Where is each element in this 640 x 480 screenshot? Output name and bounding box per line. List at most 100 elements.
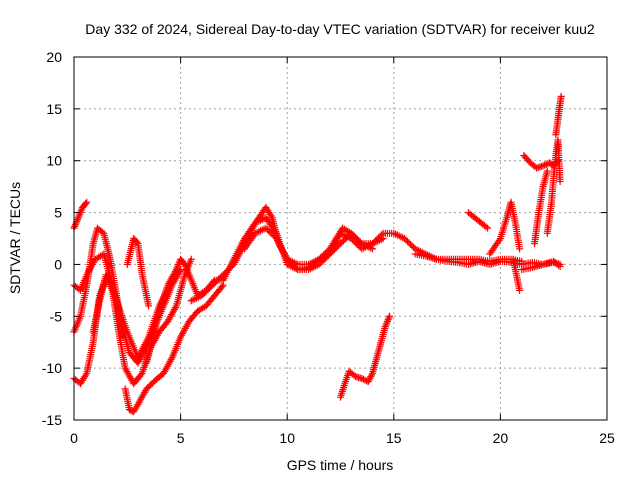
data-points [70,92,565,416]
y-axis-label: SDTVAR / TECUs [7,182,23,294]
data-point [556,263,564,271]
data-point [332,244,340,252]
y-tick-label: 10 [46,153,62,169]
data-point [292,264,300,272]
data-point [202,287,210,295]
series-track-u [337,312,394,401]
x-tick-label: 0 [70,430,78,446]
data-point [343,234,351,242]
plot-frame [73,56,608,421]
data-point [171,267,179,275]
data-point [404,237,412,245]
y-tick-label: -5 [50,308,63,324]
series-track-p [518,257,564,274]
data-point [378,231,386,239]
data-point [539,162,547,170]
x-tick-label: 20 [493,430,509,446]
data-point [347,229,355,237]
data-point [384,316,392,324]
series-track-m [464,209,492,232]
data-point [82,199,90,207]
data-point [289,261,297,269]
series-track-t [552,92,565,139]
data-point [76,210,84,218]
data-point [187,255,195,263]
data-point [212,278,220,286]
data-point [145,302,153,310]
y-tick-label: -10 [42,360,62,376]
data-point [201,289,209,297]
data-point [173,264,181,272]
data-point [213,277,221,285]
data-point [495,236,503,244]
data-point [350,232,358,240]
data-point [77,207,85,215]
data-point [266,229,274,237]
data-point [383,317,391,325]
data-point [288,260,296,268]
data-point [133,238,141,246]
data-point [82,371,90,379]
data-point [74,215,82,223]
data-point [353,235,361,243]
data-point [358,375,366,383]
data-point [172,266,180,274]
data-point [171,304,179,312]
data-point [402,236,410,244]
data-point [283,255,291,263]
series-track-r [531,167,551,248]
data-point [198,292,206,300]
data-point [359,375,367,383]
data-point [269,232,277,240]
data-point [370,238,378,246]
data-point [482,223,490,231]
data-point [407,240,415,248]
x-tick-label: 10 [279,430,295,446]
data-point [382,321,390,329]
data-point [386,312,394,320]
data-point [330,246,338,254]
data-point [174,262,182,270]
series-track-f [121,281,227,416]
x-axis-label: GPS time / hours [287,457,394,473]
data-point [556,177,564,185]
data-point [352,234,360,242]
data-point [375,234,383,242]
data-point [365,376,373,384]
data-point [285,257,293,265]
data-point [367,373,375,381]
data-point [291,263,299,271]
data-point [207,283,215,291]
data-point [337,240,344,248]
data-point [83,198,91,206]
axis-ticks: 0 5 10 15 20 25 -15 -10 -5 0 5 10 15 20 [42,49,615,446]
data-point [210,280,218,288]
data-point [174,260,182,268]
data-point [376,232,384,240]
data-point [366,374,374,382]
data-point [381,323,389,331]
data-point [557,92,565,100]
data-point [262,224,270,232]
data-point [167,356,175,363]
data-point [484,224,492,232]
x-tick-label: 5 [177,430,185,446]
data-point [206,284,214,292]
series-track-k [241,224,376,274]
data-point [326,250,334,258]
data-point [364,378,372,386]
data-point [329,247,337,255]
data-point [368,371,376,379]
data-point [209,281,217,289]
y-tick-label: 20 [46,49,62,65]
y-tick-label: 0 [54,256,62,272]
data-point [372,237,380,245]
data-point [408,242,416,250]
series-track-g [123,235,153,310]
data-point [265,227,273,235]
data-point [338,238,346,246]
data-point [385,314,393,322]
series-track-s [543,136,564,237]
data-point [541,161,549,169]
